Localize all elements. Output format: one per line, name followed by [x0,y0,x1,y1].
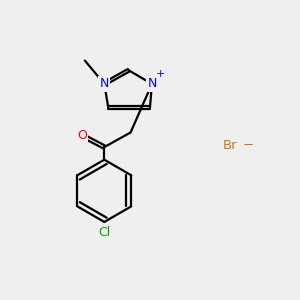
Text: N: N [100,77,109,90]
Text: N: N [147,77,157,90]
Text: −: − [242,139,253,152]
Text: O: O [77,129,87,142]
Text: Cl: Cl [98,226,110,239]
Text: Br: Br [223,139,238,152]
Text: +: + [156,69,165,79]
